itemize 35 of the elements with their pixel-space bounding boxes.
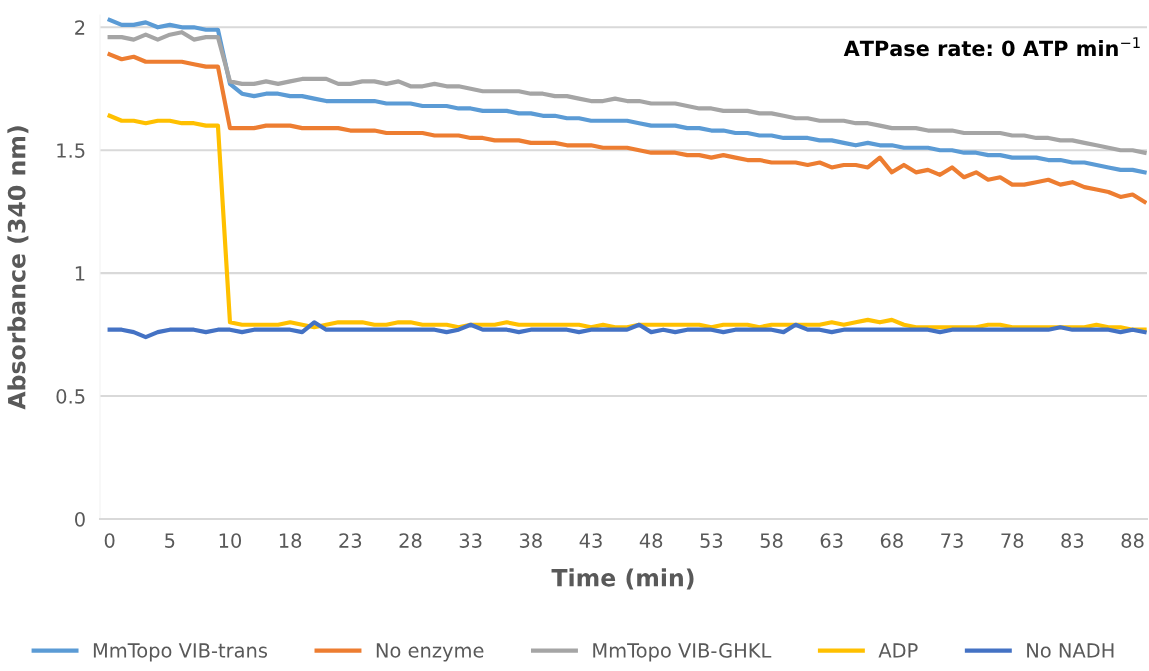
x-tick-label: 18 [279,533,302,548]
x-tick-label: 68 [880,533,903,548]
x-tick-label: 63 [820,533,843,548]
legend-label: No NADH [1027,643,1114,658]
x-tick-label: 53 [700,533,723,548]
y-tick-label: 1.5 [57,143,85,158]
annotation: ATPase rate: 0 ATP min$^{−1}$ [843,37,1140,57]
x-tick-label: 38 [519,533,542,548]
x-tick-label: 43 [579,533,602,548]
x-tick-label: 88 [1121,533,1144,548]
x-tick-label: 5 [165,533,175,548]
line-series [107,320,1147,340]
legend-label: No enzyme [376,643,484,662]
x-axis-title: Time (min) [551,568,694,590]
x-tick-label: 48 [639,533,663,548]
y-axis-title: Absorbance (340 nm) [7,126,29,410]
x-tick-label: 0 [104,533,115,548]
x-tick-label: 78 [1001,533,1024,548]
y-tick-label: 2 [75,20,85,35]
line-series [107,30,1147,155]
y-tick-label: 1 [75,266,85,281]
y-tick-label: 0 [75,511,85,527]
line-series [107,113,1147,332]
legend-label: MmTopo VIB-GHKL [593,643,772,662]
legend-label: MmTopo VIB-trans [93,643,268,662]
x-tick-label: 73 [941,533,963,548]
y-tick-label: 0.5 [56,389,85,404]
x-tick-label: 23 [339,533,362,548]
x-tick-label: 33 [459,533,482,548]
x-tick-label: 10 [219,533,242,548]
x-tick-label: 83 [1061,533,1084,548]
x-tick-label: 28 [399,533,422,548]
line-series [107,17,1147,175]
legend-label: ADP [878,643,918,658]
x-tick-label: 58 [760,533,783,548]
